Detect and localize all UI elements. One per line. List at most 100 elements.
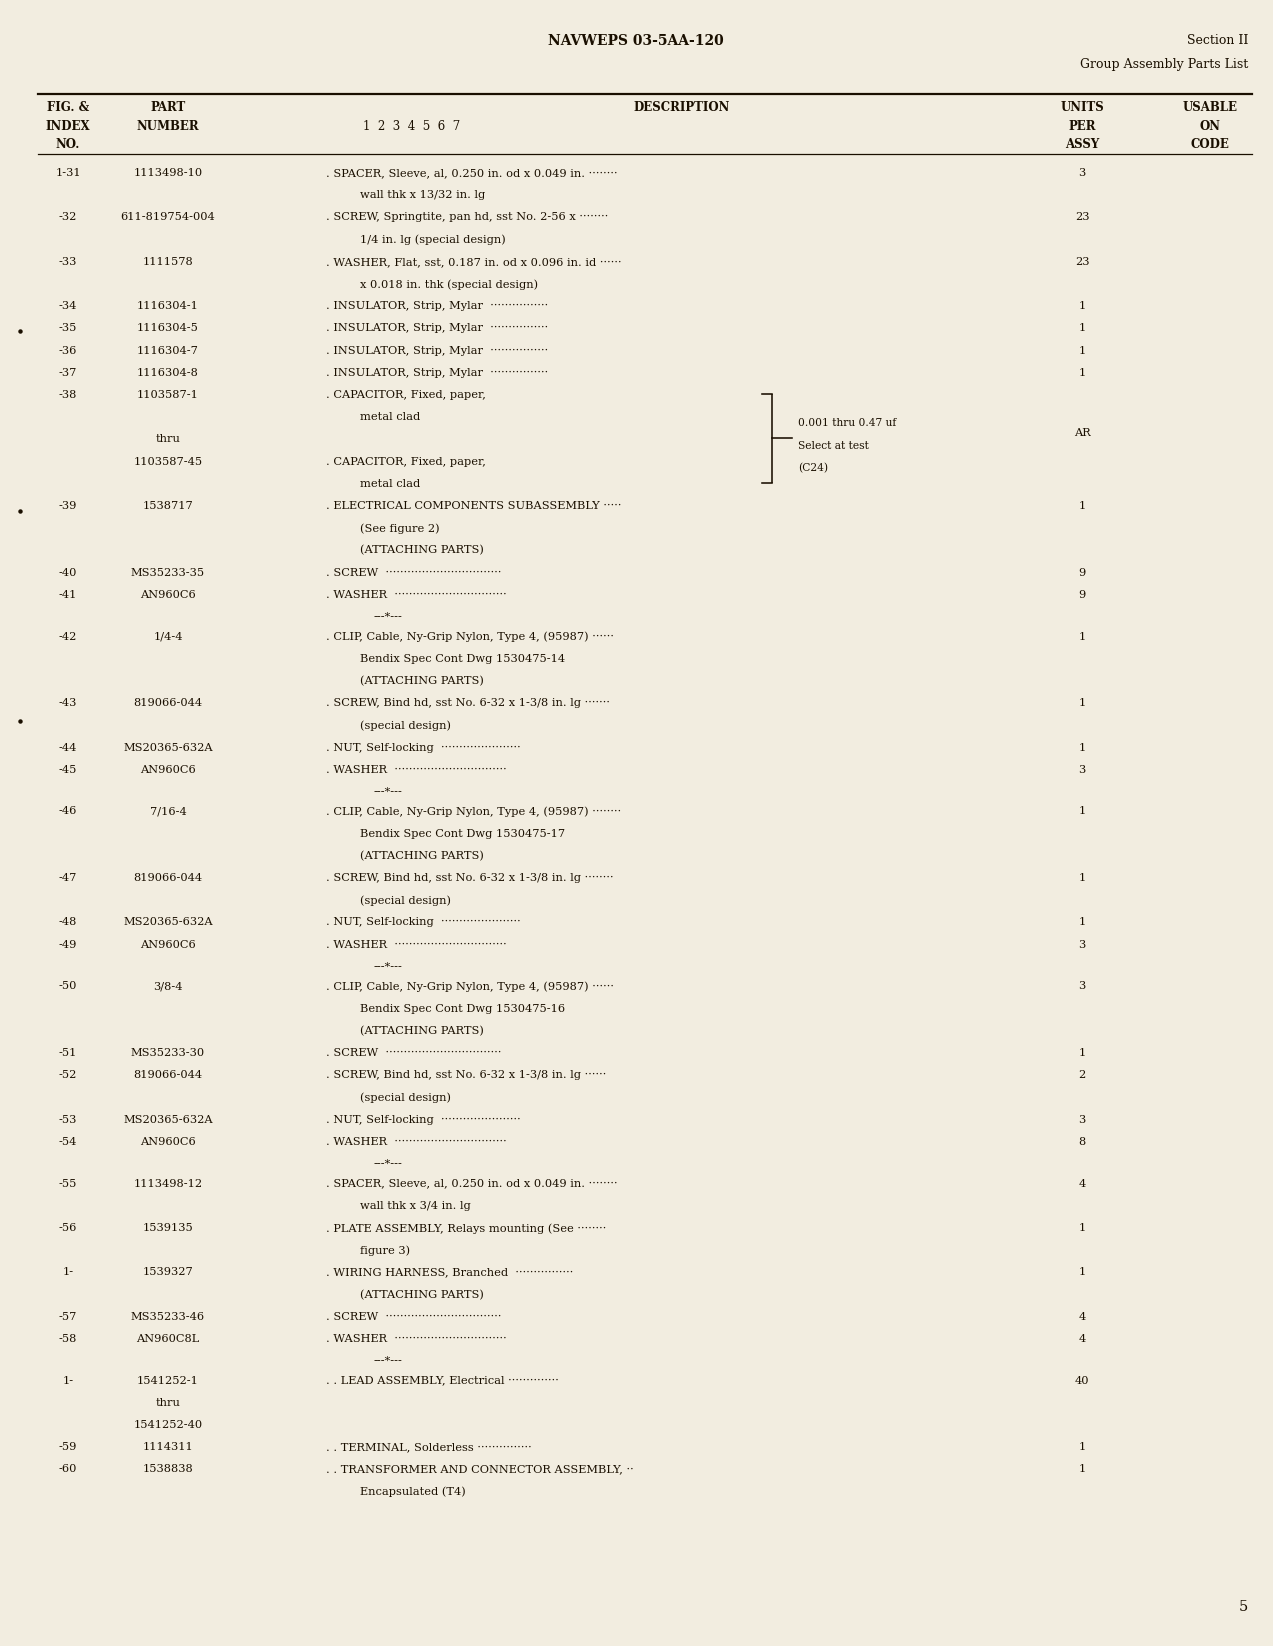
Text: Bendix Spec Cont Dwg 1530475-14: Bendix Spec Cont Dwg 1530475-14 xyxy=(360,653,565,663)
Text: 1103587-45: 1103587-45 xyxy=(134,456,202,466)
Text: 2: 2 xyxy=(1078,1070,1086,1080)
Text: . ELECTRICAL COMPONENTS SUBASSEMBLY ·····: . ELECTRICAL COMPONENTS SUBASSEMBLY ····… xyxy=(326,500,621,510)
Text: ---*---: ---*--- xyxy=(373,1159,402,1169)
Text: . . LEAD ASSEMBLY, Electrical ··············: . . LEAD ASSEMBLY, Electrical ··········… xyxy=(326,1376,559,1386)
Text: 1541252-40: 1541252-40 xyxy=(134,1420,202,1430)
Text: (special design): (special design) xyxy=(360,895,451,905)
Text: . SPACER, Sleeve, al, 0.250 in. od x 0.049 in. ········: . SPACER, Sleeve, al, 0.250 in. od x 0.0… xyxy=(326,1179,617,1188)
Text: (C24): (C24) xyxy=(798,463,829,472)
Text: 1: 1 xyxy=(1078,807,1086,816)
Text: 1: 1 xyxy=(1078,367,1086,379)
Text: (ATTACHING PARTS): (ATTACHING PARTS) xyxy=(360,677,484,686)
Text: AN960C6: AN960C6 xyxy=(140,1137,196,1147)
Text: NO.: NO. xyxy=(56,138,80,151)
Text: 1: 1 xyxy=(1078,872,1086,882)
Text: -58: -58 xyxy=(59,1333,78,1343)
Text: 1116304-8: 1116304-8 xyxy=(137,367,199,379)
Text: 1-31: 1-31 xyxy=(55,168,80,178)
Text: 1: 1 xyxy=(1078,742,1086,752)
Text: AN960C6: AN960C6 xyxy=(140,940,196,950)
Text: 4: 4 xyxy=(1078,1179,1086,1188)
Text: AN960C8L: AN960C8L xyxy=(136,1333,200,1343)
Text: . WASHER  ·······························: . WASHER ······························· xyxy=(326,589,507,599)
Text: . WASHER  ·······························: . WASHER ······························· xyxy=(326,940,507,950)
Text: 1111578: 1111578 xyxy=(143,257,193,267)
Text: 1539327: 1539327 xyxy=(143,1267,193,1277)
Text: Group Assembly Parts List: Group Assembly Parts List xyxy=(1080,58,1248,71)
Text: 9: 9 xyxy=(1078,589,1086,599)
Text: . PLATE ASSEMBLY, Relays mounting (See ········: . PLATE ASSEMBLY, Relays mounting (See ·… xyxy=(326,1223,606,1233)
Text: ON: ON xyxy=(1199,120,1221,132)
Text: ---*---: ---*--- xyxy=(373,961,402,971)
Text: 40: 40 xyxy=(1074,1376,1090,1386)
Text: -41: -41 xyxy=(59,589,78,599)
Text: 4: 4 xyxy=(1078,1312,1086,1322)
Text: . INSULATOR, Strip, Mylar  ················: . INSULATOR, Strip, Mylar ··············… xyxy=(326,323,549,334)
Text: PER: PER xyxy=(1068,120,1096,132)
Text: -40: -40 xyxy=(59,568,78,578)
Text: 1: 1 xyxy=(1078,917,1086,927)
Text: . NUT, Self-locking  ······················: . NUT, Self-locking ····················… xyxy=(326,1114,521,1124)
Text: 1539135: 1539135 xyxy=(143,1223,193,1233)
Text: NAVWEPS 03-5AA-120: NAVWEPS 03-5AA-120 xyxy=(549,35,724,48)
Text: 1116304-7: 1116304-7 xyxy=(137,346,199,356)
Text: FIG. &: FIG. & xyxy=(47,100,89,114)
Text: PART: PART xyxy=(150,100,186,114)
Text: 7/16-4: 7/16-4 xyxy=(150,807,186,816)
Text: 9: 9 xyxy=(1078,568,1086,578)
Text: . . TERMINAL, Solderless ···············: . . TERMINAL, Solderless ··············· xyxy=(326,1442,532,1452)
Text: -52: -52 xyxy=(59,1070,78,1080)
Text: . CLIP, Cable, Ny-Grip Nylon, Type 4, (95987) ········: . CLIP, Cable, Ny-Grip Nylon, Type 4, (9… xyxy=(326,807,621,816)
Text: Section II: Section II xyxy=(1186,35,1248,48)
Text: wall thk x 3/4 in. lg: wall thk x 3/4 in. lg xyxy=(360,1200,471,1211)
Text: . WASHER  ·······························: . WASHER ······························· xyxy=(326,765,507,775)
Text: 611-819754-004: 611-819754-004 xyxy=(121,212,215,222)
Text: 3: 3 xyxy=(1078,1114,1086,1124)
Text: -49: -49 xyxy=(59,940,78,950)
Text: (special design): (special design) xyxy=(360,721,451,731)
Text: ---*---: ---*--- xyxy=(373,612,402,622)
Text: -55: -55 xyxy=(59,1179,78,1188)
Text: -54: -54 xyxy=(59,1137,78,1147)
Text: AN960C6: AN960C6 xyxy=(140,589,196,599)
Text: 3: 3 xyxy=(1078,981,1086,991)
Text: -33: -33 xyxy=(59,257,78,267)
Text: . . TRANSFORMER AND CONNECTOR ASSEMBLY, ··: . . TRANSFORMER AND CONNECTOR ASSEMBLY, … xyxy=(326,1465,634,1475)
Text: MS35233-35: MS35233-35 xyxy=(131,568,205,578)
Text: -45: -45 xyxy=(59,765,78,775)
Text: . WASHER  ·······························: . WASHER ······························· xyxy=(326,1333,507,1343)
Text: -38: -38 xyxy=(59,390,78,400)
Text: -51: -51 xyxy=(59,1049,78,1058)
Text: MS20365-632A: MS20365-632A xyxy=(123,917,213,927)
Text: -36: -36 xyxy=(59,346,78,356)
Text: 4: 4 xyxy=(1078,1333,1086,1343)
Text: . SCREW, Bind hd, sst No. 6-32 x 1-3/8 in. lg ········: . SCREW, Bind hd, sst No. 6-32 x 1-3/8 i… xyxy=(326,872,614,882)
Text: 23: 23 xyxy=(1074,212,1090,222)
Text: Encapsulated (T4): Encapsulated (T4) xyxy=(360,1486,466,1498)
Text: 1: 1 xyxy=(1078,698,1086,708)
Text: 23: 23 xyxy=(1074,257,1090,267)
Text: -56: -56 xyxy=(59,1223,78,1233)
Text: MS20365-632A: MS20365-632A xyxy=(123,1114,213,1124)
Text: 1-: 1- xyxy=(62,1376,74,1386)
Text: (See figure 2): (See figure 2) xyxy=(360,523,439,533)
Text: 1/4-4: 1/4-4 xyxy=(153,632,183,642)
Text: 1  2  3  4  5  6  7: 1 2 3 4 5 6 7 xyxy=(363,120,461,132)
Text: 1: 1 xyxy=(1078,346,1086,356)
Text: 3: 3 xyxy=(1078,168,1086,178)
Text: thru: thru xyxy=(155,1397,181,1407)
Text: DESCRIPTION: DESCRIPTION xyxy=(634,100,731,114)
Text: -46: -46 xyxy=(59,807,78,816)
Text: UNITS: UNITS xyxy=(1060,100,1104,114)
Text: 1: 1 xyxy=(1078,323,1086,334)
Text: Bendix Spec Cont Dwg 1530475-16: Bendix Spec Cont Dwg 1530475-16 xyxy=(360,1004,565,1014)
Text: 8: 8 xyxy=(1078,1137,1086,1147)
Text: (special design): (special design) xyxy=(360,1093,451,1103)
Text: metal clad: metal clad xyxy=(360,479,420,489)
Text: -43: -43 xyxy=(59,698,78,708)
Text: 1: 1 xyxy=(1078,1223,1086,1233)
Text: . INSULATOR, Strip, Mylar  ················: . INSULATOR, Strip, Mylar ··············… xyxy=(326,346,549,356)
Text: MS35233-30: MS35233-30 xyxy=(131,1049,205,1058)
Text: 1538838: 1538838 xyxy=(143,1465,193,1475)
Text: ---*---: ---*--- xyxy=(373,787,402,797)
